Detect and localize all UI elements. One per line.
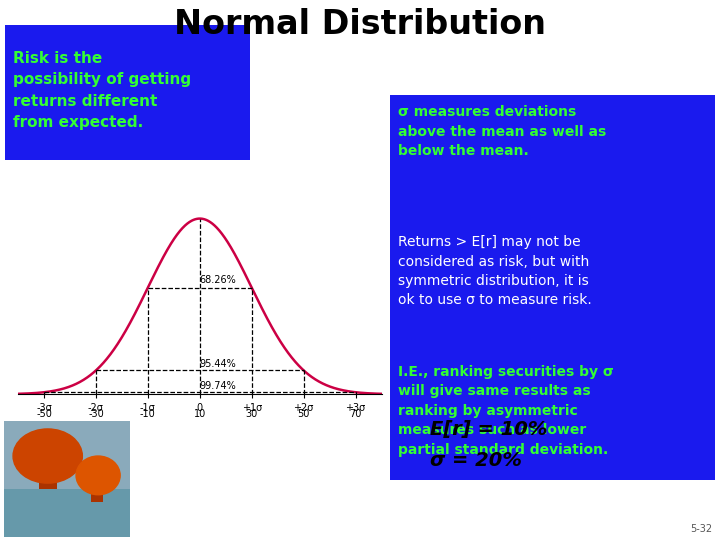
Text: σ measures deviations
above the mean as well as
below the mean.: σ measures deviations above the mean as … <box>398 105 606 158</box>
Text: 95.44%: 95.44% <box>199 359 236 369</box>
Text: Average = Median: Average = Median <box>55 375 255 395</box>
Text: Normal Distribution: Normal Distribution <box>174 8 546 40</box>
FancyBboxPatch shape <box>91 474 103 502</box>
Text: 50: 50 <box>297 409 310 420</box>
FancyBboxPatch shape <box>39 450 56 489</box>
Text: Returns > E[r] may not be
considered as risk, but with
symmetric distribution, i: Returns > E[r] may not be considered as … <box>398 235 592 307</box>
Text: 30: 30 <box>246 409 258 420</box>
Text: 70: 70 <box>349 409 362 420</box>
Text: E[r] = 10%: E[r] = 10% <box>430 421 547 440</box>
FancyBboxPatch shape <box>4 489 130 537</box>
Text: -50: -50 <box>36 409 52 420</box>
FancyBboxPatch shape <box>390 95 715 480</box>
Text: 5-32: 5-32 <box>690 524 712 534</box>
Text: -10: -10 <box>140 409 156 420</box>
Text: 99.74%: 99.74% <box>199 381 236 391</box>
Text: I.E., ranking securities by σ
will give same results as
ranking by asymmetric
me: I.E., ranking securities by σ will give … <box>398 365 613 457</box>
Ellipse shape <box>76 456 120 495</box>
Text: Risk is the
possibility of getting
returns different
from expected.: Risk is the possibility of getting retur… <box>13 51 191 130</box>
Ellipse shape <box>13 429 82 483</box>
FancyBboxPatch shape <box>5 25 250 160</box>
Text: 68.26%: 68.26% <box>199 275 236 286</box>
Text: -30: -30 <box>88 409 104 420</box>
Text: 10: 10 <box>194 409 206 420</box>
FancyBboxPatch shape <box>4 421 130 537</box>
Text: σ = 20%: σ = 20% <box>430 450 522 469</box>
